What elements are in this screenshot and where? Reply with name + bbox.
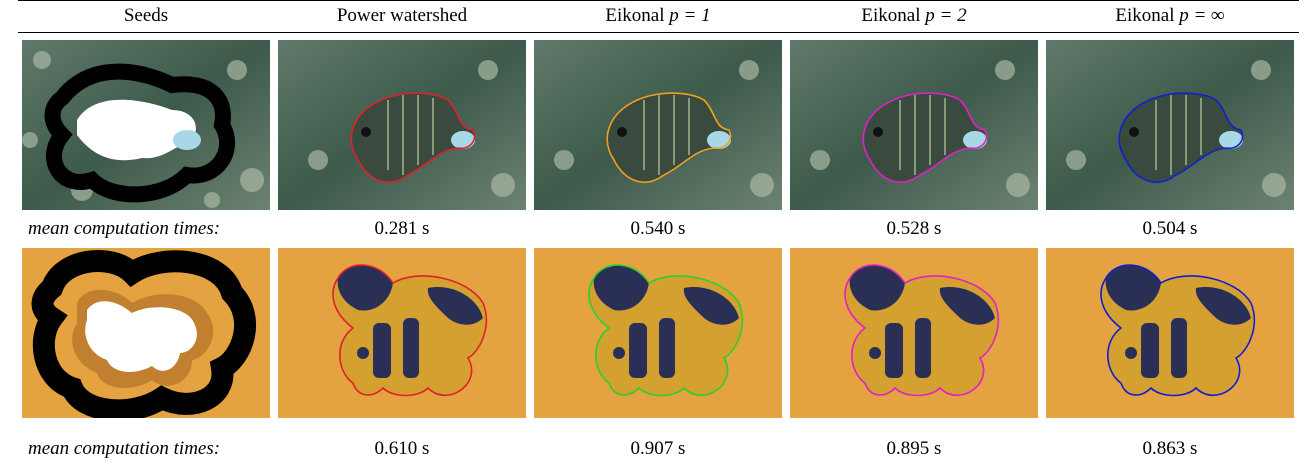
row2-time-eikonal-p2: 0.895 s	[886, 438, 942, 459]
row1-eikonal-pinf-svg	[1046, 40, 1294, 210]
table-top-rule	[18, 0, 1299, 1]
row2-eikonal-p1-svg	[534, 248, 782, 418]
row1-seeds-image	[22, 40, 270, 210]
header-eikonal-p1: Eikonal p = 1	[530, 1, 786, 31]
row1-eikonal-p1-image	[534, 40, 782, 210]
row1-time-eikonal-p2: 0.528 s	[886, 218, 942, 239]
header-eikonal-p1-prefix: Eikonal	[605, 5, 670, 26]
header-eikonal-pinf-math: p = ∞	[1179, 5, 1225, 26]
row2-time-power-watershed: 0.610 s	[374, 438, 430, 459]
row1-eikonal-p2-image	[790, 40, 1038, 210]
row2-eikonal-p2-svg	[790, 248, 1038, 418]
row1-eikonal-p2-svg	[790, 40, 1038, 210]
header-eikonal-p2-math: p = 2	[925, 5, 967, 26]
header-power-watershed: Power watershed	[336, 5, 468, 26]
row1-power-watershed-svg	[278, 40, 526, 210]
row1-caption: mean computation times:	[28, 218, 221, 239]
row2-power-watershed-image	[278, 248, 526, 418]
row1-eikonal-pinf-image	[1046, 40, 1294, 210]
row2-seeds-image	[22, 248, 270, 418]
row2-caption: mean computation times:	[28, 438, 221, 459]
row1-time-power-watershed: 0.281 s	[374, 218, 430, 239]
row2-time-eikonal-p1: 0.907 s	[630, 438, 686, 459]
header-eikonal-pinf: Eikonal p = ∞	[1042, 1, 1298, 31]
row2-eikonal-pinf-image	[1046, 248, 1294, 418]
row2-time-eikonal-pinf: 0.863 s	[1142, 438, 1198, 459]
row2-power-watershed-svg	[278, 248, 526, 418]
header-eikonal-p2: Eikonal p = 2	[786, 1, 1042, 31]
header-eikonal-p2-prefix: Eikonal	[861, 5, 926, 26]
row2-seeds-svg	[22, 248, 270, 418]
row1-eikonal-p1-svg	[534, 40, 782, 210]
row1-time-eikonal-p1: 0.540 s	[630, 218, 686, 239]
row1-time-eikonal-pinf: 0.504 s	[1142, 218, 1198, 239]
header-eikonal-pinf-prefix: Eikonal	[1115, 5, 1180, 26]
table-header: Seeds Power watershed Eikonal p = 1 Eiko…	[18, 1, 1299, 31]
row2-eikonal-p2-image	[790, 248, 1038, 418]
header-rule	[18, 32, 1299, 33]
header-seeds: Seeds	[123, 5, 169, 26]
row2-eikonal-p1-image	[534, 248, 782, 418]
row2-eikonal-pinf-svg	[1046, 248, 1294, 418]
header-eikonal-p1-math: p = 1	[669, 5, 711, 26]
row1-power-watershed-image	[278, 40, 526, 210]
row1-seeds-svg	[22, 40, 270, 210]
